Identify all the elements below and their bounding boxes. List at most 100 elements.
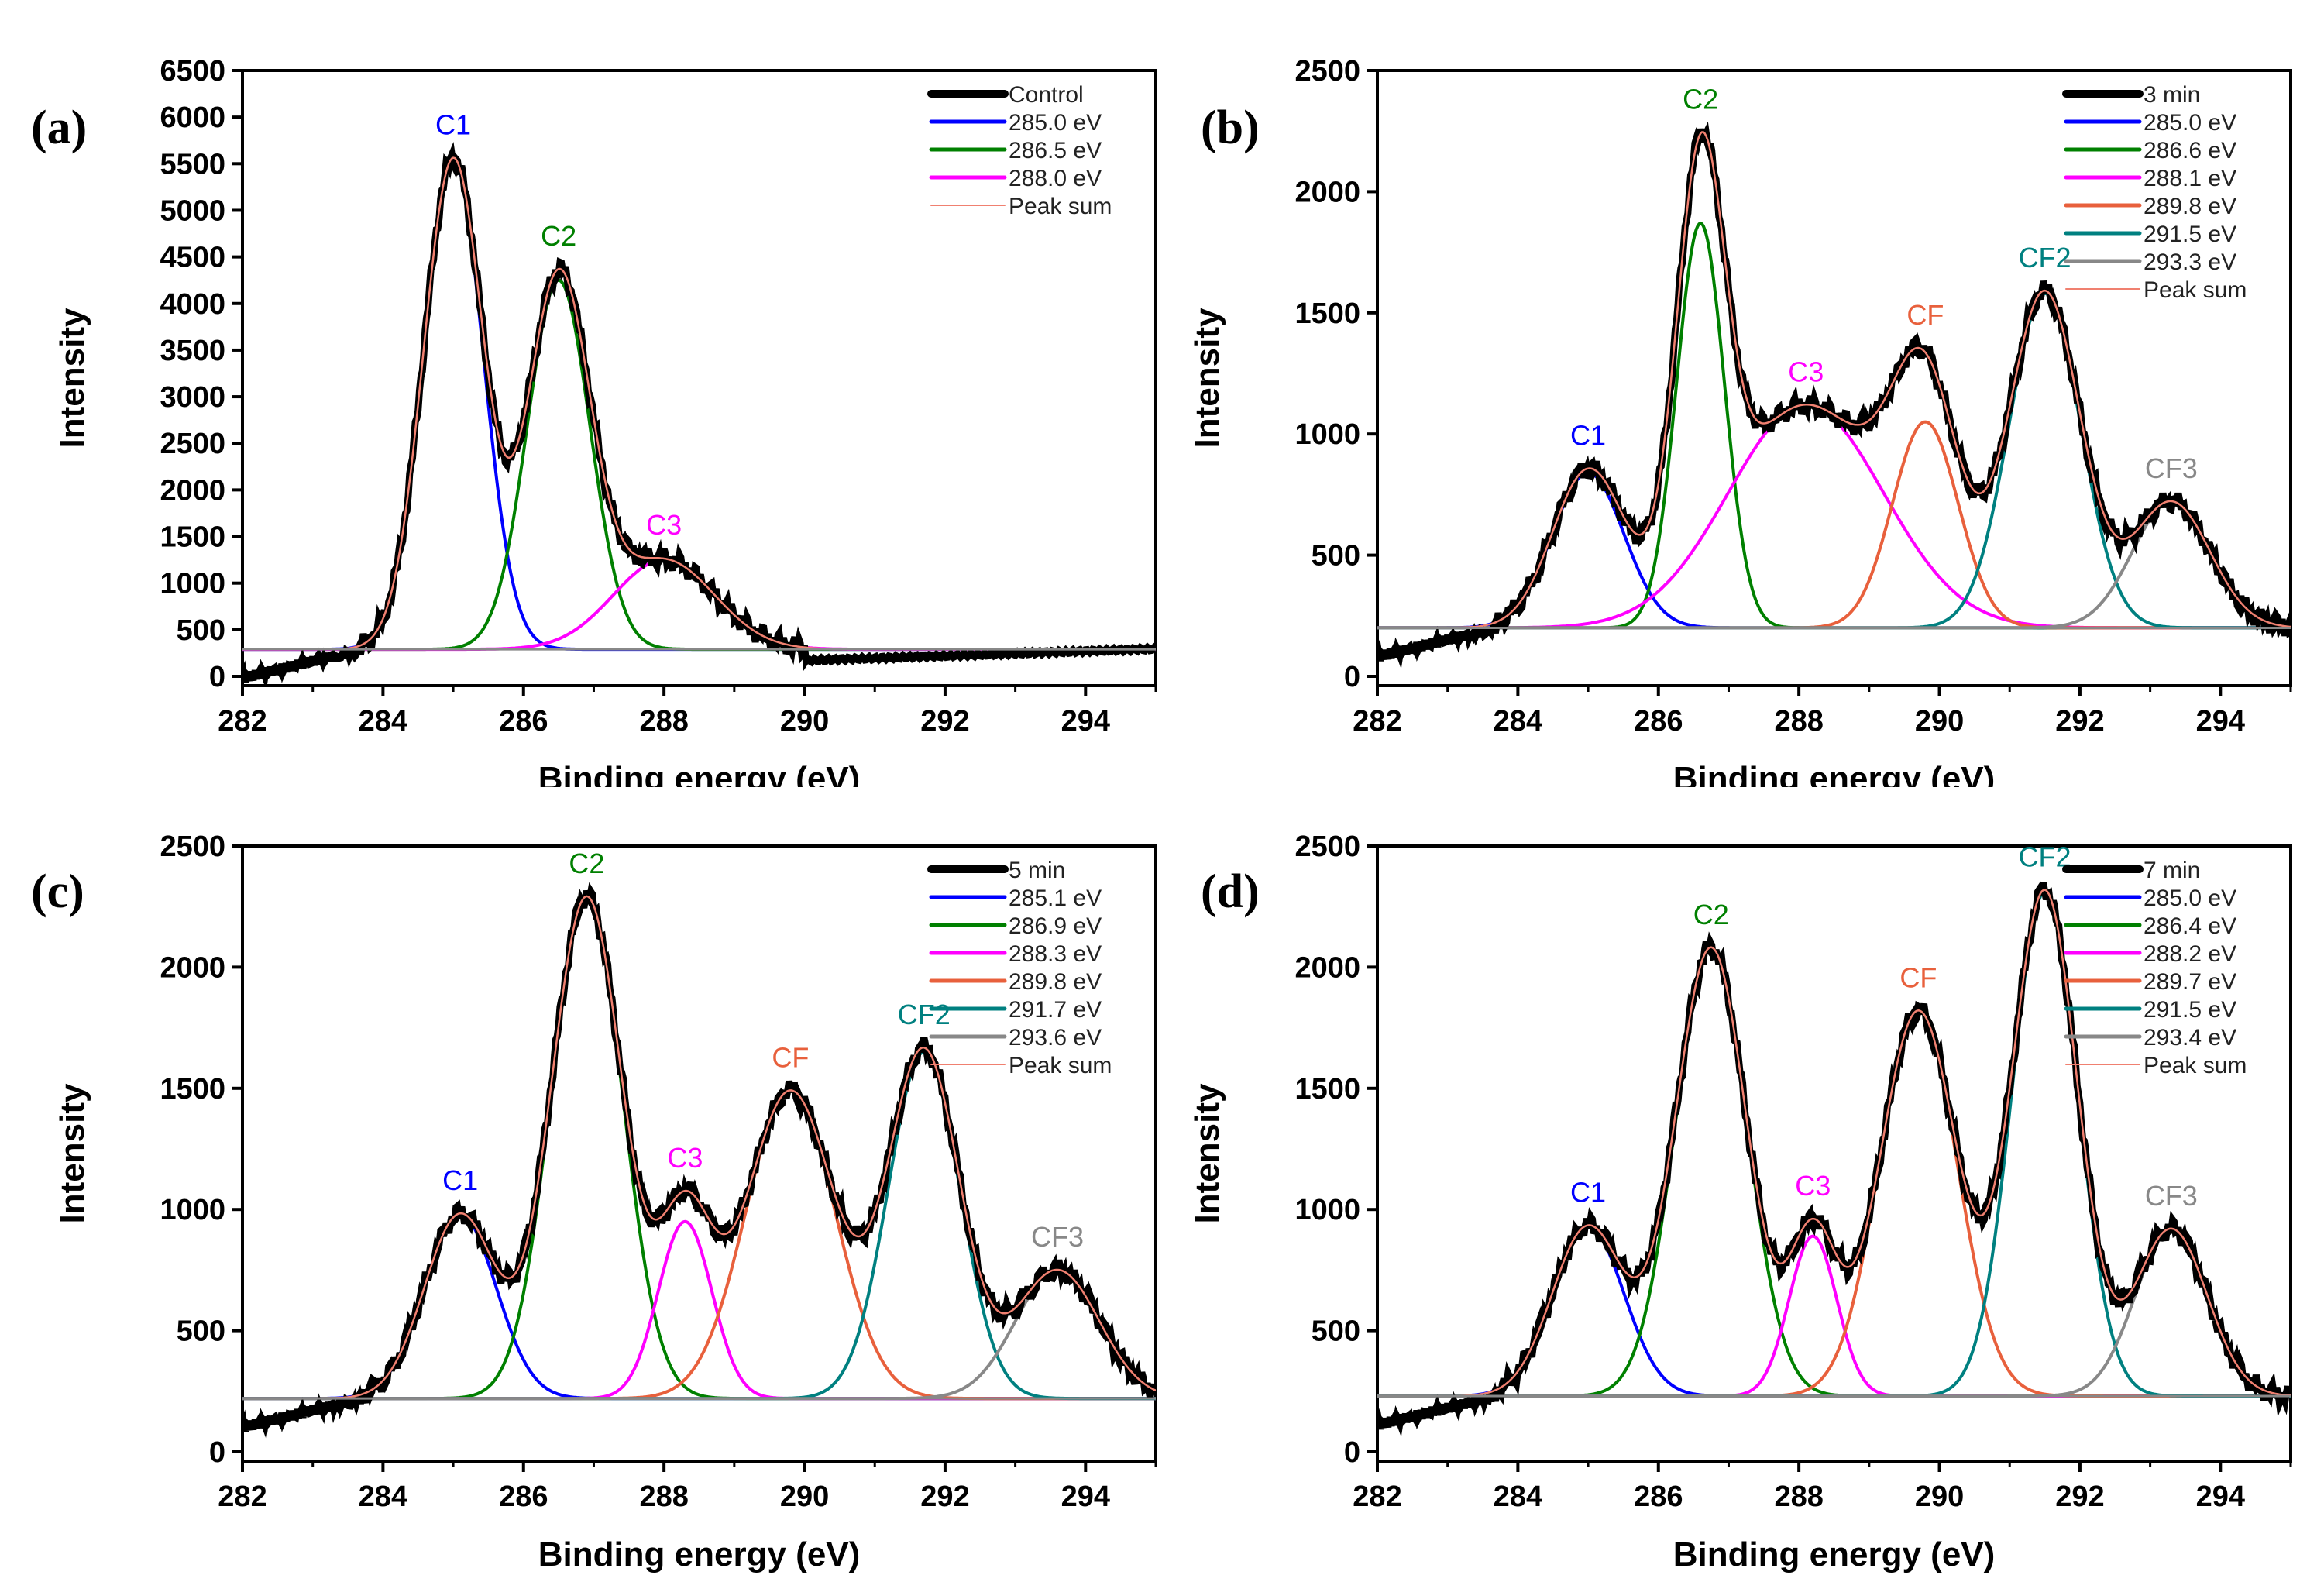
x-tick-label: 282 [1353,705,1401,738]
x-tick-label: 284 [1494,1480,1542,1513]
peak-label-cf2: CF2 [2019,242,2071,273]
y-axis-label: Intensity [1188,308,1226,448]
y-tick-label: 1500 [160,1073,225,1106]
peak-label-c2: C2 [541,220,576,252]
y-tick-label: 2500 [160,830,225,863]
x-axis-label: Binding energy (eV) [538,760,861,787]
y-tick-label: 3500 [160,335,225,367]
x-tick-label: 290 [1915,1480,1964,1513]
y-tick-label: 1000 [160,1194,225,1226]
peak-label-c3: C3 [1788,356,1824,387]
legend-label: 286.6 eV [2144,138,2236,163]
peak-label-cf3: CF3 [2145,452,2198,484]
legend-label: 285.0 eV [2144,110,2236,136]
legend-label: Peak sum [2144,1053,2247,1078]
legend-label: 286.5 eV [1009,138,1102,163]
legend-label: 285.0 eV [1009,110,1102,136]
y-axis-label: Intensity [1188,1083,1226,1223]
experimental-curve [242,882,1156,1439]
y-tick-label: 6000 [160,101,225,134]
legend-label: 289.8 eV [2144,194,2236,219]
x-tick-label: 286 [499,705,548,738]
legend-label: Peak sum [2144,277,2247,303]
peak-label-cf: CF [1906,299,1944,331]
y-tick-label: 2500 [1294,55,1360,88]
panel-d: (d) 282 284 286 288 290 292 294 0 500 1000 1500 200… [1162,787,2324,1574]
peak-label-c3: C3 [646,509,682,541]
y-tick-label: 6500 [160,55,225,88]
legend-label: 291.5 eV [2144,222,2236,247]
y-tick-label: 3000 [160,381,225,414]
legend-label: 285.1 eV [1009,886,1102,911]
legend-label: 288.0 eV [1009,166,1102,191]
peak-label-c1: C1 [1570,420,1606,452]
y-tick-label: 2000 [160,951,225,984]
panel-a: (a) 282 284 286 288 290 292 294 0 500 1000 1500 200… [0,0,1162,787]
legend-label: Peak sum [1009,1053,1112,1078]
legend-label: Peak sum [1009,194,1112,219]
y-tick-label: 1500 [1294,1073,1360,1106]
plot-frame [241,844,1157,1463]
legend-label: Control [1009,82,1084,108]
x-tick-label: 282 [218,705,266,738]
peak-label-c2: C2 [1683,83,1718,115]
peak-label-cf2: CF2 [2019,841,2071,873]
x-tick-label: 284 [359,1480,407,1513]
peak-sum-curve [1377,889,2291,1398]
x-tick-label: 288 [1774,1480,1823,1513]
xps-chart-a: 282 284 286 288 290 292 294 0 500 1000 1500 2000 250… [53,55,1157,787]
y-axis-label: Intensity [53,1083,91,1223]
x-axis-label: Binding energy (eV) [1673,1535,1996,1573]
experimental-curve [242,142,1156,686]
x-tick-label: 290 [1915,705,1964,738]
plot-frame [1376,844,2292,1463]
legend-label: 285.0 eV [2144,886,2236,911]
y-tick-label: 1500 [160,521,225,554]
y-tick-label: 500 [1312,540,1360,573]
x-tick-label: 286 [1634,705,1683,738]
y-tick-label: 5500 [160,148,225,181]
component-curve-cf2 [1377,890,2291,1398]
legend-label: 7 min [2144,858,2200,883]
legend-label: 288.2 eV [2144,941,2236,967]
x-tick-label: 282 [1353,1480,1401,1513]
y-tick-label: 4500 [160,242,225,274]
x-tick-label: 290 [780,705,829,738]
plot-frame [241,69,1157,687]
x-tick-label: 292 [2055,1480,2104,1513]
y-tick-label: 2000 [1294,176,1360,208]
y-tick-label: 2000 [1294,951,1360,984]
peak-label-c3: C3 [1795,1170,1831,1202]
legend-label: 286.4 eV [2144,913,2236,939]
peak-label-c3: C3 [667,1142,703,1174]
y-tick-label: 2000 [160,474,225,507]
x-tick-label: 292 [920,705,969,738]
x-axis-label: Binding energy (eV) [1673,760,1996,787]
legend-label: 289.8 eV [1009,969,1102,995]
panel-b: (b) 282 284 286 288 290 292 294 0 500 1000 1500 200… [1162,0,2324,787]
peak-label-c2: C2 [1693,899,1729,930]
y-tick-label: 5000 [160,194,225,227]
panel-c: (c) 282 284 286 288 290 292 294 0 500 1000 1500 200… [0,787,1162,1574]
y-axis-label: Intensity [53,308,91,448]
peak-sum-curve [1377,131,2291,629]
experimental-curve [1377,121,2291,669]
x-tick-label: 294 [2196,705,2245,738]
x-tick-label: 288 [639,705,688,738]
x-tick-label: 294 [2196,1480,2245,1513]
y-tick-label: 0 [209,1436,225,1469]
panel-label: (d) [1201,865,1260,918]
component-curve-cf2 [242,1050,1156,1401]
legend-label: 288.3 eV [1009,941,1102,967]
legend-label: 289.7 eV [2144,969,2236,995]
peak-label-cf3: CF3 [1031,1221,1084,1253]
x-axis-label: Binding energy (eV) [538,1535,861,1573]
peak-label-c2: C2 [569,848,604,879]
x-tick-label: 292 [920,1480,969,1513]
peak-label-cf: CF [1899,961,1937,993]
x-tick-label: 288 [1774,705,1823,738]
legend-label: 288.1 eV [2144,166,2236,191]
legend-label: 293.6 eV [1009,1025,1102,1051]
y-tick-label: 2500 [1294,830,1360,863]
legend-label: 5 min [1009,858,1065,883]
